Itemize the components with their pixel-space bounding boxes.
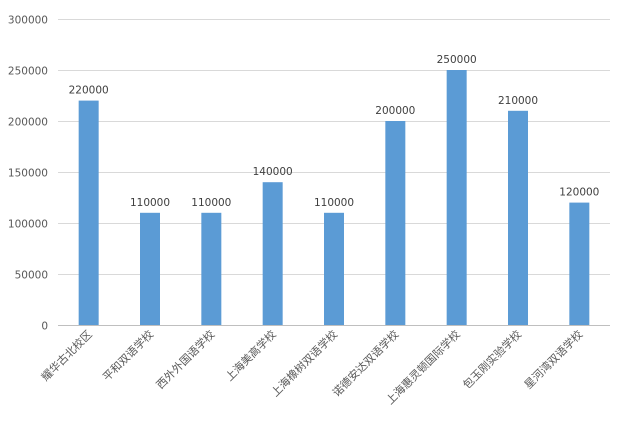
data-label: 210000	[498, 95, 538, 107]
y-tick-label: 200000	[8, 117, 48, 129]
y-tick-label: 300000	[8, 15, 48, 27]
bar	[508, 110, 528, 325]
x-tick-label: 上海美高学校	[222, 327, 279, 384]
bar	[569, 202, 590, 325]
y-tick-label: 0	[41, 321, 48, 333]
x-tick-label: 西外外国语学校	[153, 327, 217, 391]
data-label: 140000	[253, 166, 293, 178]
x-tick-label: 平和双语学校	[100, 327, 157, 384]
data-label: 110000	[191, 197, 231, 209]
bar	[324, 212, 344, 325]
data-labels: 220000 110000 110000 140000 110000 200000 2500…	[69, 54, 600, 209]
y-tick-label: 250000	[8, 66, 48, 78]
y-tick-label: 50000	[15, 270, 48, 282]
data-label: 220000	[69, 85, 109, 97]
data-label: 110000	[130, 197, 170, 209]
x-tick-label: 星河湾双语学校	[521, 327, 585, 391]
x-tick-label: 诺德安达双语学校	[329, 327, 401, 399]
data-label: 110000	[314, 197, 354, 209]
data-label: 250000	[437, 54, 477, 66]
bar	[201, 212, 222, 325]
bar	[78, 100, 99, 325]
bar	[385, 121, 406, 325]
x-tick-label: 耀华古北校区	[38, 327, 95, 384]
bars	[78, 70, 590, 325]
data-label: 120000	[559, 187, 599, 199]
x-tick-label: 包玉刚实验学校	[460, 327, 524, 391]
y-tick-label: 150000	[8, 168, 48, 180]
y-tick-label: 100000	[8, 219, 48, 231]
x-tick-label: 上海橡树双语学校	[268, 327, 340, 399]
data-label: 200000	[375, 105, 415, 117]
bar	[262, 182, 283, 325]
y-axis-tick-labels: 0 50000 100000 150000 200000 250000 300000	[8, 15, 48, 333]
bar	[140, 212, 160, 325]
bar	[446, 70, 467, 325]
